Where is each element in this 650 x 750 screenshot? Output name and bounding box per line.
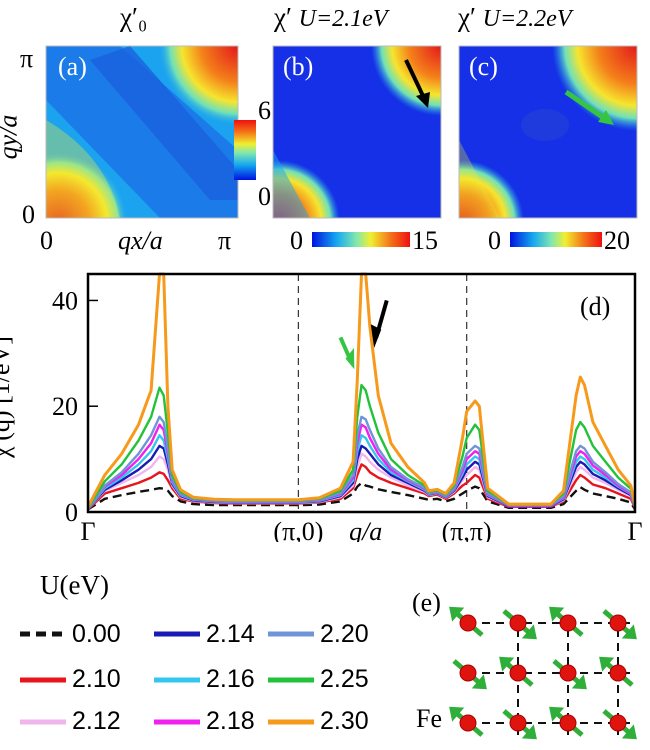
fe-atom-0-3 [609, 614, 627, 632]
title-b-chi: χ′ [274, 2, 292, 32]
x-tick-label-0: Γ [80, 517, 95, 542]
spin-arrow-head-0-2 [549, 606, 565, 622]
fe-label: Fe [416, 704, 442, 733]
legend-entry-218: 2.18 [206, 707, 255, 735]
legend-entry-210: 2.10 [72, 665, 121, 693]
fe-atom-2-0 [459, 714, 477, 732]
legend-entry-225: 2.25 [320, 665, 369, 693]
title-c-chi: χ′ [458, 2, 476, 32]
label-c: (c) [469, 52, 498, 81]
chart-ylabel: χ′(q) [1/eV] [0, 336, 15, 458]
y-tick-label-1: 20 [52, 392, 78, 421]
x-tick-label-2: q/a [349, 517, 382, 542]
green-arrow-c [564, 89, 614, 125]
x-tick-label-1: (π,0) [273, 517, 323, 542]
y-tick-label-0: 0 [65, 498, 78, 527]
colorbar-c-min: 0 [488, 226, 501, 255]
label-e: (e) [412, 588, 441, 617]
legend-entry-230: 2.30 [320, 707, 369, 735]
x-tick-label-4: Γ [627, 517, 642, 542]
spin-arrow-head-2-1 [521, 724, 537, 740]
heatmap-xlabel: qx/a [118, 226, 163, 255]
heatmap-x-left: 0 [40, 226, 53, 255]
title-b: χ′ U=2.1eV [274, 2, 387, 33]
heatmap-y-top: π [20, 44, 34, 73]
colorbar-c [510, 232, 602, 247]
black-arrow-b [404, 59, 430, 108]
label-d: (d) [580, 292, 611, 321]
series-line-000 [87, 481, 637, 511]
spin-arrow-head-0-3 [621, 624, 637, 640]
colorbar-b [312, 232, 410, 247]
spin-arrow-head-1-2 [571, 674, 587, 690]
colorbar-a-min: 0 [258, 182, 271, 211]
colorbar-b-max: 15 [412, 226, 438, 255]
colorbar-a [234, 120, 256, 180]
legend-entry-220: 2.20 [320, 620, 369, 648]
legend-entry-216: 2.16 [206, 665, 255, 693]
fe-atom-0-2 [559, 614, 577, 632]
spin-arrow-head-1-3 [599, 656, 615, 672]
spin-arrow-head-1-1 [499, 656, 515, 672]
fe-atom-2-3 [609, 714, 627, 732]
heatmap-ylabel: qy/a [0, 114, 23, 160]
heatmap-x-right: π [218, 226, 232, 255]
fe-atom-1-1 [509, 664, 527, 682]
x-tick-label-3: (π,π) [442, 517, 492, 542]
legend-entry-214: 2.14 [206, 620, 255, 648]
title-a: χ′₀ [120, 2, 148, 32]
green-arrow-d-head [345, 348, 355, 370]
line-chart-d: 0 20 40 Γ (π,0) q/a (π,π) Γ [52, 272, 643, 542]
spin-arrow-head-2-2 [549, 706, 565, 722]
heatmap-panels [45, 45, 638, 247]
fe-atom-1-2 [559, 664, 577, 682]
colorbar-c-max: 20 [604, 226, 630, 255]
series-line-230 [86, 272, 637, 508]
spin-arrow-head-2-3 [621, 724, 637, 740]
legend-entry-212: 2.12 [72, 707, 121, 735]
legend-lines [20, 631, 314, 725]
title-b-u: U=2.1eV [298, 6, 388, 32]
y-tick-label-2: 40 [52, 286, 78, 315]
heatmap-y-bottom: 0 [22, 200, 35, 229]
fe-atom-1-0 [459, 664, 477, 682]
spin-arrow-head-0-1 [521, 624, 537, 640]
fe-atom-2-1 [509, 714, 527, 732]
colorbar-a-max: 6 [258, 96, 271, 125]
heatmap-a [46, 46, 238, 218]
fe-lattice [449, 606, 637, 740]
colorbar-b-min: 0 [290, 226, 303, 255]
heatmap-c [459, 46, 637, 218]
legend-entry-000: 0.00 [72, 620, 121, 648]
fe-atom-1-3 [609, 664, 627, 682]
legend-title: U(eV) [40, 570, 109, 600]
fe-atom-2-2 [559, 714, 577, 732]
fe-atom-0-1 [509, 614, 527, 632]
spin-arrow-head-0-0 [449, 606, 465, 622]
fe-atom-0-0 [459, 614, 477, 632]
label-b: (b) [283, 52, 314, 81]
spin-arrow-head-1-0 [471, 674, 487, 690]
title-c: χ′ U=2.2eV [458, 2, 571, 33]
spin-arrow-head-2-0 [449, 706, 465, 722]
title-c-u: U=2.2eV [482, 6, 572, 32]
plot-frame [86, 272, 637, 514]
black-arrow-d-head [370, 324, 382, 349]
label-a: (a) [58, 52, 87, 81]
